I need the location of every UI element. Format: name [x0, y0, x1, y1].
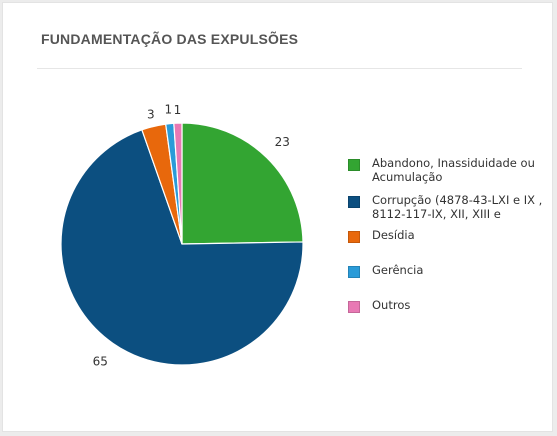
- legend-label: Corrupção (4878-43-LXI e IX , 8112-117-I…: [372, 193, 544, 221]
- slice-value-label-3: 1: [164, 103, 172, 117]
- legend-label: Abandono, Inassiduidade ou Acumulação: [372, 156, 544, 184]
- legend-label: Outros: [372, 298, 544, 312]
- legend-swatch: [348, 231, 360, 243]
- legend-swatch: [348, 159, 360, 171]
- legend-swatch: [348, 301, 360, 313]
- legend-label: Gerência: [372, 263, 544, 277]
- slice-value-label-1: 65: [93, 354, 108, 368]
- legend-swatch: [348, 266, 360, 278]
- legend-swatch: [348, 196, 360, 208]
- slice-value-label-0: 23: [275, 135, 290, 149]
- legend-label: Desídia: [372, 228, 544, 242]
- slice-value-label-2: 3: [147, 108, 155, 122]
- slice-value-label-4: 1: [174, 103, 182, 117]
